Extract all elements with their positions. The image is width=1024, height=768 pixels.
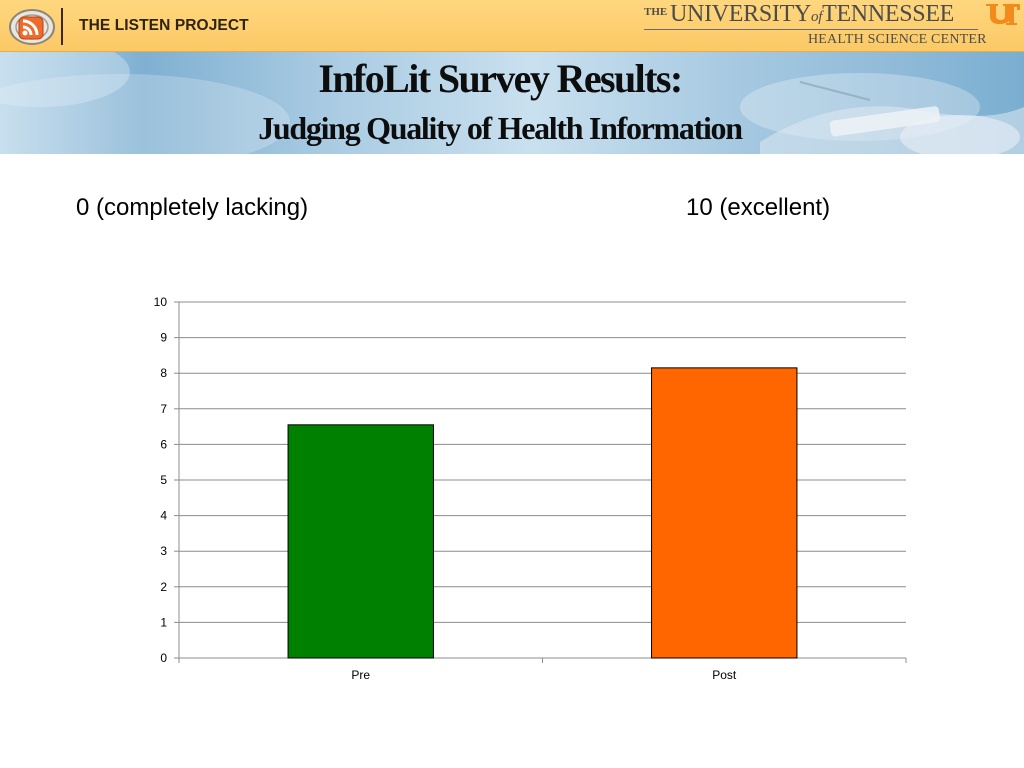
y-tick-label: 4 <box>160 509 167 523</box>
university-name-of: of <box>811 9 823 25</box>
page-title: InfoLit Survey Results: <box>318 56 683 101</box>
ut-logo-icon <box>984 3 1022 25</box>
y-tick-label: 7 <box>160 402 167 416</box>
bar-post <box>651 367 798 659</box>
y-tick-label: 5 <box>160 473 167 487</box>
y-tick-label: 6 <box>160 437 167 451</box>
title-banner: InfoLit Survey Results: Judging Quality … <box>0 52 1024 154</box>
university-logo-subtitle: HEALTH SCIENCE CENTER <box>808 32 987 47</box>
university-logo-name: UNIVERSITYofTENNESSEE <box>670 1 954 28</box>
university-name-part2: TENNESSEE <box>822 1 955 27</box>
header-divider <box>61 8 63 45</box>
project-name: THE LISTEN PROJECT <box>79 17 249 34</box>
y-tick-label: 0 <box>160 651 167 665</box>
scale-low-label: 0 (completely lacking) <box>76 194 309 221</box>
x-category-label: Post <box>712 668 737 682</box>
scale-high-label: 10 (excellent) <box>686 194 831 221</box>
x-category-label: Pre <box>351 668 370 682</box>
y-tick-label: 10 <box>154 295 168 309</box>
y-tick-label: 3 <box>160 544 167 558</box>
header-bar: THE LISTEN PROJECT THE UNIVERSITYofTENNE… <box>0 0 1024 52</box>
banner-background-art <box>0 52 1024 154</box>
university-logo-rule <box>644 29 978 30</box>
y-tick-label: 9 <box>160 331 167 345</box>
university-logo: THE UNIVERSITYofTENNESSEE HEALTH SCIENCE… <box>640 0 1024 51</box>
y-tick-label: 1 <box>160 615 167 629</box>
rss-feed-icon <box>8 6 56 46</box>
university-name-part1: UNIVERSITY <box>670 1 811 27</box>
y-tick-label: 2 <box>160 580 167 594</box>
y-tick-label: 8 <box>160 366 167 380</box>
university-logo-the: THE <box>644 6 668 18</box>
bar-pre <box>287 424 434 659</box>
page-subtitle: Judging Quality of Health Information <box>258 110 743 146</box>
